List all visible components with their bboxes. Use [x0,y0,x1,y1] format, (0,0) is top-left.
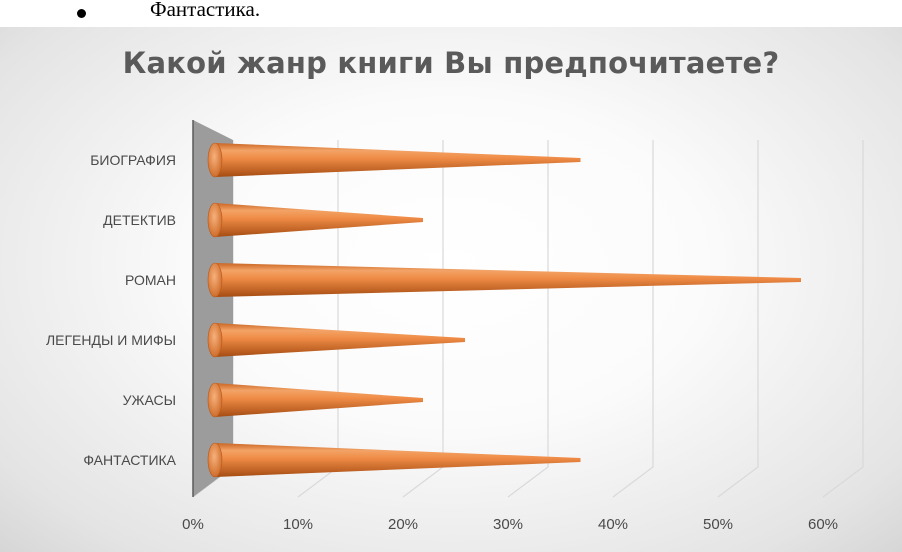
bar-cone [207,202,423,238]
cone-body [215,383,423,417]
bar-cone [207,322,465,358]
category-label: БИОГРАФИЯ [90,152,176,168]
category-label: ДЕТЕКТИВ [103,212,176,228]
bar-cone [207,142,581,178]
gridline [822,140,864,498]
gridline [402,140,444,498]
gridline [612,140,654,498]
bar-cone [207,382,423,418]
category-label: ЛЕГЕНДЫ И МИФЫ [46,332,176,348]
x-tick-label: 60% [808,516,838,533]
cone-body [215,143,581,177]
x-tick-label: 0% [182,516,204,533]
cone-base [207,262,223,298]
bar-cone [207,442,581,478]
cone-body [215,203,423,237]
gridline [507,140,549,498]
x-tick-label: 40% [598,516,628,533]
x-tick-label: 50% [703,516,733,533]
cone-base [207,322,223,358]
bullet-dot [77,9,86,18]
gridline [717,140,759,498]
x-tick-label: 20% [388,516,418,533]
document-text-line: Фантастика. [0,0,902,24]
x-tick-label: 10% [283,516,313,533]
cone-base [207,442,223,478]
category-label: РОМАН [125,272,176,288]
category-label: УЖАСЫ [123,392,176,408]
x-tick-label: 30% [493,516,523,533]
cone-body [215,443,581,477]
gridline [297,140,339,498]
bar-cone [207,262,801,298]
category-label: ФАНТАСТИКА [83,452,176,468]
cone-body [215,323,465,357]
cone-base [207,142,223,178]
cone-body [215,263,801,297]
cone-base [207,382,223,418]
cone-base [207,202,223,238]
chart-title: Какой жанр книги Вы предпочитаете? [122,46,780,80]
bullet-text: Фантастика. [150,0,261,21]
